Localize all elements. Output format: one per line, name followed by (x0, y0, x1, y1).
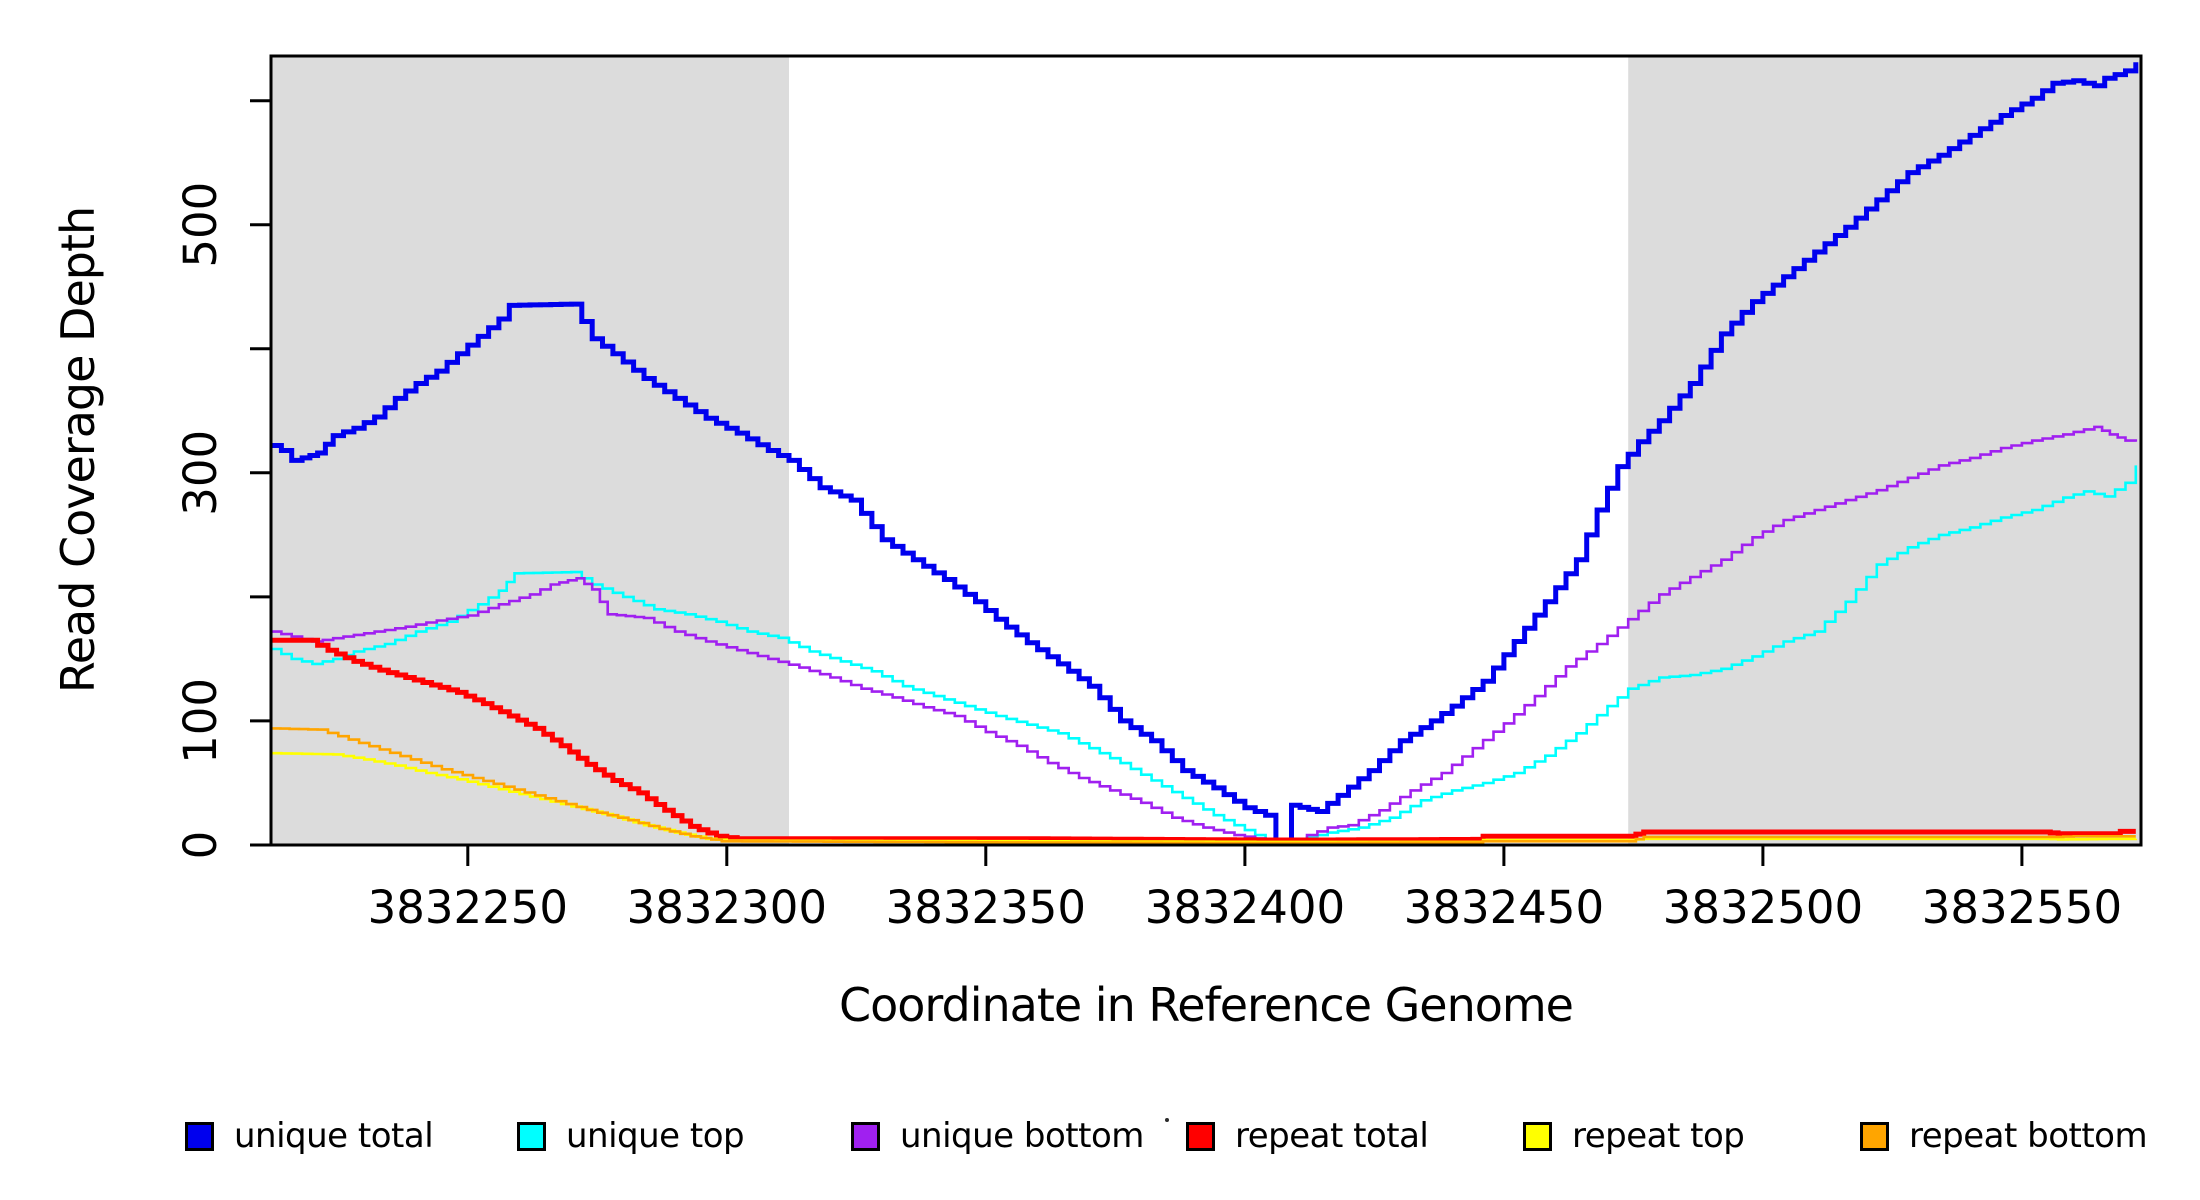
x-tick-label: 3832500 (1663, 881, 1863, 934)
series-repeat-bottom (271, 727, 2136, 845)
series-unique-top (271, 465, 2138, 842)
series-unique-total (271, 62, 2139, 845)
x-tick-label: 3832300 (627, 881, 827, 934)
shaded-region (271, 56, 789, 845)
y-tick-label: 300 (174, 430, 227, 516)
x-tick-label: 3832450 (1404, 881, 1604, 934)
y-tick-label: 100 (174, 678, 227, 764)
series-repeat-total (271, 637, 2136, 843)
x-axis-title: Coordinate in Reference Genome (839, 978, 1574, 1032)
shaded-region (1628, 56, 2141, 845)
x-tick-label: 3832550 (1922, 881, 2122, 934)
series-unique-bottom (271, 425, 2138, 846)
y-tick-label: 500 (174, 182, 227, 268)
y-axis-title: Read Coverage Depth (51, 206, 105, 694)
x-tick-label: 3832250 (368, 881, 568, 934)
y-tick-label: 0 (174, 831, 227, 860)
x-tick-label: 3832400 (1145, 881, 1345, 934)
plot-box (269, 54, 2143, 847)
x-tick-label: 3832350 (886, 881, 1086, 934)
